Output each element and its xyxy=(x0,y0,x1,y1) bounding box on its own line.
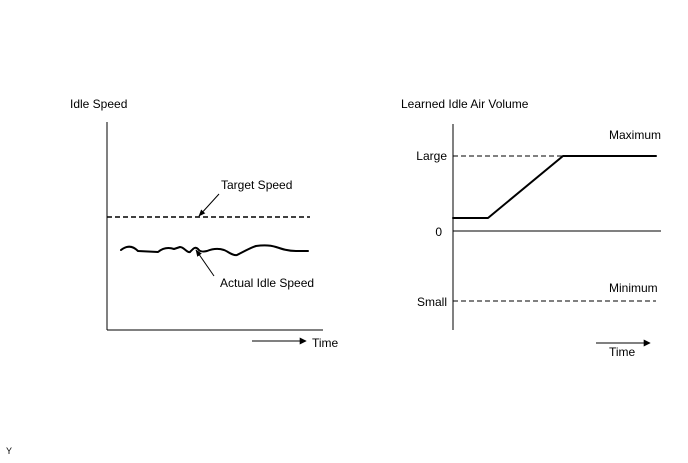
target-speed-leader xyxy=(198,193,220,217)
time-label-left: Time xyxy=(312,336,339,350)
target-speed-label: Target Speed xyxy=(221,178,292,192)
learned-idle-air-volume-diagram: Learned Idle Air Volume Large 0 Small Ma… xyxy=(401,97,661,359)
time-label-right: Time xyxy=(609,345,636,359)
tick-label-large: Large xyxy=(416,149,447,163)
idle-speed-diagram: Idle Speed Target Speed Actual Idle Spee… xyxy=(70,97,339,350)
maximum-label: Maximum xyxy=(609,128,661,142)
idle-speed-title: Idle Speed xyxy=(70,97,127,111)
actual-idle-speed-leader xyxy=(195,249,215,277)
actual-idle-speed-curve xyxy=(120,244,309,257)
corner-mark: Y xyxy=(6,446,12,456)
learned-air-volume-curve xyxy=(452,155,657,219)
actual-idle-speed-label: Actual Idle Speed xyxy=(220,276,314,290)
minimum-label: Minimum xyxy=(609,281,658,295)
tick-label-small: Small xyxy=(417,295,447,309)
learned-idle-air-volume-title: Learned Idle Air Volume xyxy=(401,97,529,111)
tick-label-zero: 0 xyxy=(435,225,442,239)
